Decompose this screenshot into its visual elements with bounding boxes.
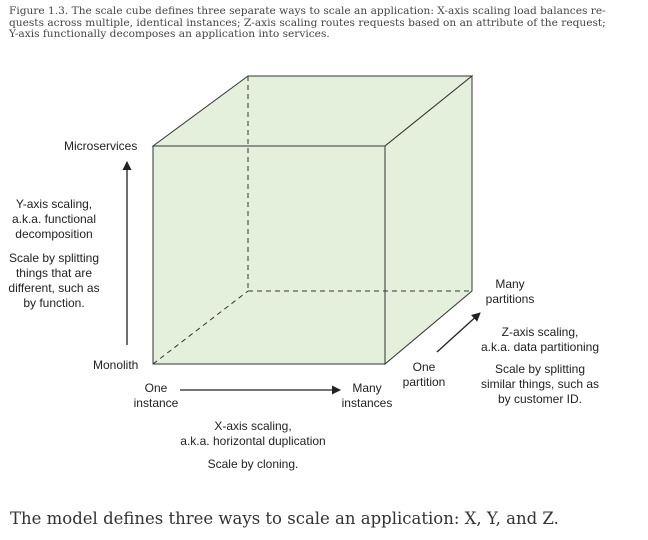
z-axis-title: Z-axis scaling, a.k.a. data partitioning bbox=[474, 325, 606, 355]
caption-line: Y-axis functionally decomposes an applic… bbox=[9, 28, 330, 41]
y-axis-desc-line: by function. bbox=[23, 296, 85, 310]
z-axis-end-label: Many partitions bbox=[478, 277, 542, 307]
figure-caption: Figure 1.3. The scale cube defines three… bbox=[9, 5, 641, 41]
y-axis-title-line: a.k.a. functional bbox=[11, 212, 97, 226]
y-axis-title-line: decomposition bbox=[15, 227, 93, 241]
y-axis-top-label: Microservices bbox=[64, 139, 138, 153]
z-axis-title-line: Z-axis scaling, bbox=[501, 325, 579, 339]
y-axis-bottom-label: Monolith bbox=[93, 358, 139, 372]
x-axis-title-line: a.k.a. horizontal duplication bbox=[180, 434, 326, 448]
cube-front-face bbox=[152, 145, 386, 365]
footer-text: The model defines three ways to scale an… bbox=[10, 509, 559, 528]
y-axis-description: Scale by splitting things that are diffe… bbox=[0, 251, 109, 311]
caption-line: quests across multiple, identical instan… bbox=[9, 16, 606, 29]
z-axis-title-line: a.k.a. data partitioning bbox=[480, 340, 600, 354]
z-axis-start-label: One partition bbox=[393, 360, 455, 390]
z-axis-end-line: Many bbox=[495, 277, 525, 291]
y-axis-title: Y-axis scaling, a.k.a. functional decomp… bbox=[0, 197, 109, 242]
z-axis-description: Scale by splitting similar things, such … bbox=[469, 362, 611, 407]
x-axis-start-line: instance bbox=[133, 396, 179, 410]
z-axis-end-line: partitions bbox=[485, 292, 535, 306]
z-axis-start-line: One bbox=[412, 360, 436, 374]
y-axis-title-line: Y-axis scaling, bbox=[15, 197, 93, 211]
x-axis-end-line: Many bbox=[352, 381, 382, 395]
x-axis-end-line: instances bbox=[341, 396, 393, 410]
x-axis-start-line: One bbox=[144, 381, 168, 395]
x-axis-description: Scale by cloning. bbox=[207, 457, 299, 471]
y-axis-desc-line: different, such as bbox=[8, 281, 100, 295]
y-axis-desc-line: Scale by splitting bbox=[8, 251, 100, 265]
z-axis-desc-line: similar things, such as bbox=[480, 377, 600, 391]
cube-hidden-edge bbox=[152, 290, 249, 365]
x-axis-end-label: Many instances bbox=[332, 381, 402, 411]
z-axis-desc-line: by customer ID. bbox=[497, 392, 583, 406]
z-axis-arrow bbox=[436, 312, 481, 353]
z-axis-desc-line: Scale by splitting bbox=[494, 362, 586, 376]
x-axis-start-label: One instance bbox=[121, 381, 191, 411]
x-axis-title-line: X-axis scaling, bbox=[214, 419, 292, 433]
x-axis-title: X-axis scaling, a.k.a. horizontal duplic… bbox=[153, 419, 353, 449]
y-axis-desc-line: things that are bbox=[15, 266, 93, 280]
z-axis-start-line: partition bbox=[402, 375, 446, 389]
caption-line: Figure 1.3. The scale cube defines three… bbox=[9, 5, 606, 17]
